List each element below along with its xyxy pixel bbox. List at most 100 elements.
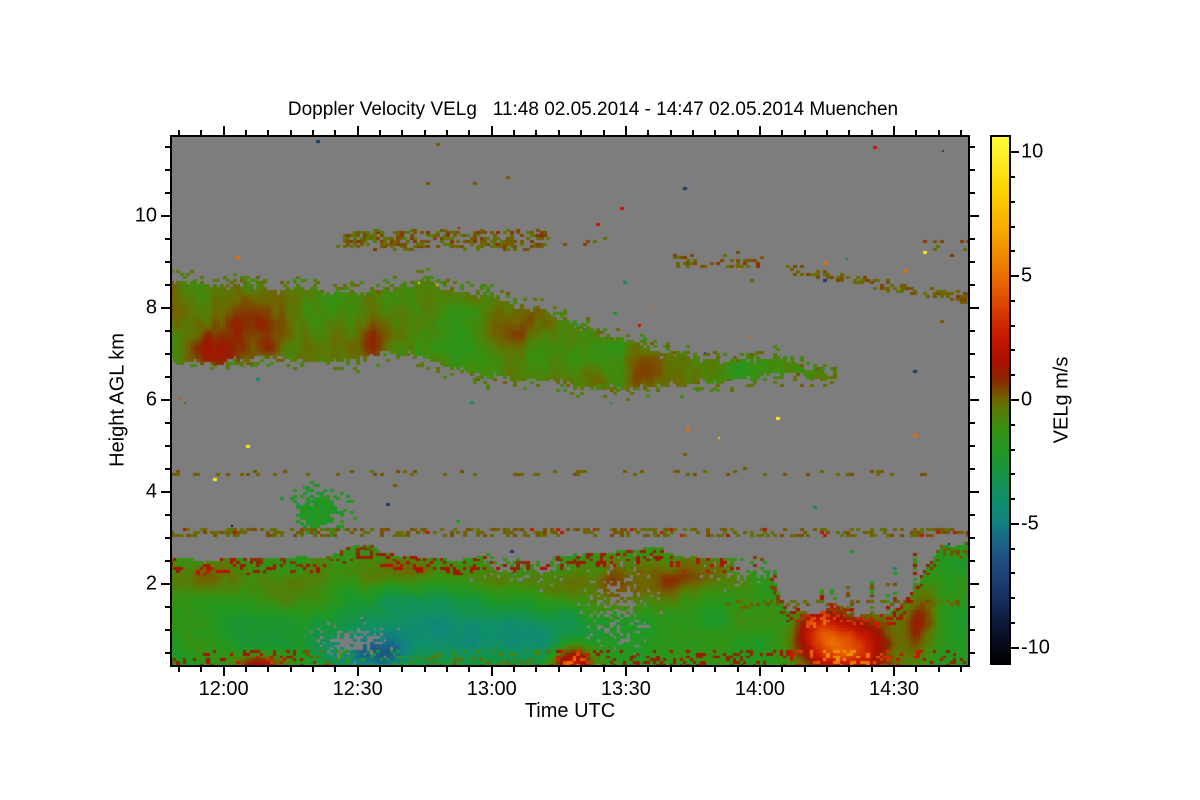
x-tick-label: 12:00: [198, 678, 249, 700]
x-minor-tick-top: [379, 130, 382, 135]
y-tick-label: 2: [145, 572, 157, 595]
y-minor-tick: [165, 192, 170, 195]
x-minor-tick: [736, 667, 739, 672]
x-minor-tick: [669, 667, 672, 672]
x-minor-tick-top: [535, 130, 538, 135]
x-tick-label: 14:30: [868, 678, 920, 700]
y-major-tick-right: [970, 215, 979, 218]
x-minor-tick: [401, 667, 404, 672]
y-minor-tick: [165, 376, 170, 379]
plot-frame: [170, 135, 970, 667]
x-minor-tick: [803, 667, 806, 672]
y-minor-tick-right: [970, 468, 975, 471]
x-major-tick: [356, 667, 359, 676]
y-major-tick-right: [970, 583, 979, 586]
x-minor-tick-top: [848, 130, 851, 135]
x-major-tick: [758, 667, 761, 676]
x-minor-tick: [848, 667, 851, 672]
x-major-tick-top: [356, 126, 359, 135]
x-minor-tick-top: [915, 130, 918, 135]
y-tick-label: 6: [145, 388, 157, 411]
y-minor-tick: [165, 146, 170, 149]
x-minor-tick: [513, 667, 516, 672]
y-minor-tick: [165, 330, 170, 333]
x-minor-tick: [937, 667, 940, 672]
x-major-tick: [624, 667, 627, 676]
x-major-tick-top: [624, 126, 627, 135]
y-minor-tick-right: [970, 169, 975, 172]
x-minor-tick: [557, 667, 560, 672]
colorbar-minor-tick: [1011, 473, 1015, 476]
colorbar-minor-tick: [1011, 621, 1015, 624]
x-minor-tick: [714, 667, 717, 672]
x-minor-tick-top: [267, 130, 270, 135]
x-minor-tick-top: [803, 130, 806, 135]
x-minor-tick: [446, 667, 449, 672]
colorbar-tick-label: -5: [1021, 512, 1039, 535]
x-minor-tick: [580, 667, 583, 672]
y-minor-tick: [165, 514, 170, 517]
colorbar-minor-tick: [1011, 225, 1015, 228]
x-major-tick: [490, 667, 493, 676]
x-minor-tick-top: [446, 130, 449, 135]
y-tick-label: 10: [134, 204, 157, 227]
colorbar-minor-tick: [1011, 250, 1015, 253]
colorbar-minor-tick: [1011, 176, 1015, 179]
x-minor-tick-top: [825, 130, 828, 135]
x-minor-tick: [691, 667, 694, 672]
x-minor-tick-top: [177, 130, 180, 135]
colorbar-tick-label: 10: [1021, 140, 1044, 163]
y-major-tick: [161, 583, 170, 586]
x-minor-tick-top: [289, 130, 292, 135]
y-minor-tick-right: [970, 330, 975, 333]
y-minor-tick: [165, 169, 170, 172]
x-minor-tick-top: [423, 130, 426, 135]
y-minor-tick: [165, 537, 170, 540]
x-minor-tick-top: [334, 130, 337, 135]
y-tick-label: 8: [145, 296, 157, 319]
x-minor-tick: [915, 667, 918, 672]
colorbar-major-tick: [1011, 399, 1019, 401]
x-minor-tick-top: [781, 130, 784, 135]
y-minor-tick-right: [970, 353, 975, 356]
x-minor-tick: [289, 667, 292, 672]
colorbar-minor-tick: [1011, 547, 1015, 550]
heatmap-plot-area: [170, 135, 970, 667]
colorbar-minor-tick: [1011, 200, 1015, 203]
colorbar-minor-tick: [1011, 498, 1015, 501]
y-minor-tick-right: [970, 629, 975, 632]
x-minor-tick-top: [960, 130, 963, 135]
x-minor-tick-top: [557, 130, 560, 135]
y-minor-tick: [165, 445, 170, 448]
y-minor-tick-right: [970, 652, 975, 655]
x-minor-tick-top: [513, 130, 516, 135]
y-minor-tick-right: [970, 537, 975, 540]
y-minor-tick-right: [970, 376, 975, 379]
y-minor-tick-right: [970, 606, 975, 609]
x-minor-tick-top: [937, 130, 940, 135]
x-minor-tick: [647, 667, 650, 672]
x-minor-tick-top: [244, 130, 247, 135]
y-minor-tick-right: [970, 238, 975, 241]
y-major-tick: [161, 307, 170, 310]
x-minor-tick: [244, 667, 247, 672]
colorbar-gradient: [990, 135, 1011, 665]
x-minor-tick-top: [691, 130, 694, 135]
chart-title: Doppler Velocity VELg 11:48 02.05.2014 -…: [287, 99, 899, 120]
y-minor-tick-right: [970, 146, 975, 149]
x-minor-tick: [379, 667, 382, 672]
x-tick-label: 12:30: [332, 678, 383, 700]
x-minor-tick-top: [736, 130, 739, 135]
y-major-tick: [161, 491, 170, 494]
colorbar-major-tick: [1011, 522, 1019, 525]
x-minor-tick-top: [647, 130, 650, 135]
x-minor-tick-top: [669, 130, 672, 135]
colorbar-major-tick: [1011, 646, 1019, 649]
x-major-tick-top: [490, 126, 493, 135]
x-minor-tick-top: [870, 130, 873, 135]
y-minor-tick: [165, 652, 170, 655]
x-minor-tick-top: [714, 130, 717, 135]
colorbar-minor-tick: [1011, 374, 1015, 377]
x-minor-tick-top: [200, 130, 203, 135]
y-minor-tick-right: [970, 560, 975, 563]
